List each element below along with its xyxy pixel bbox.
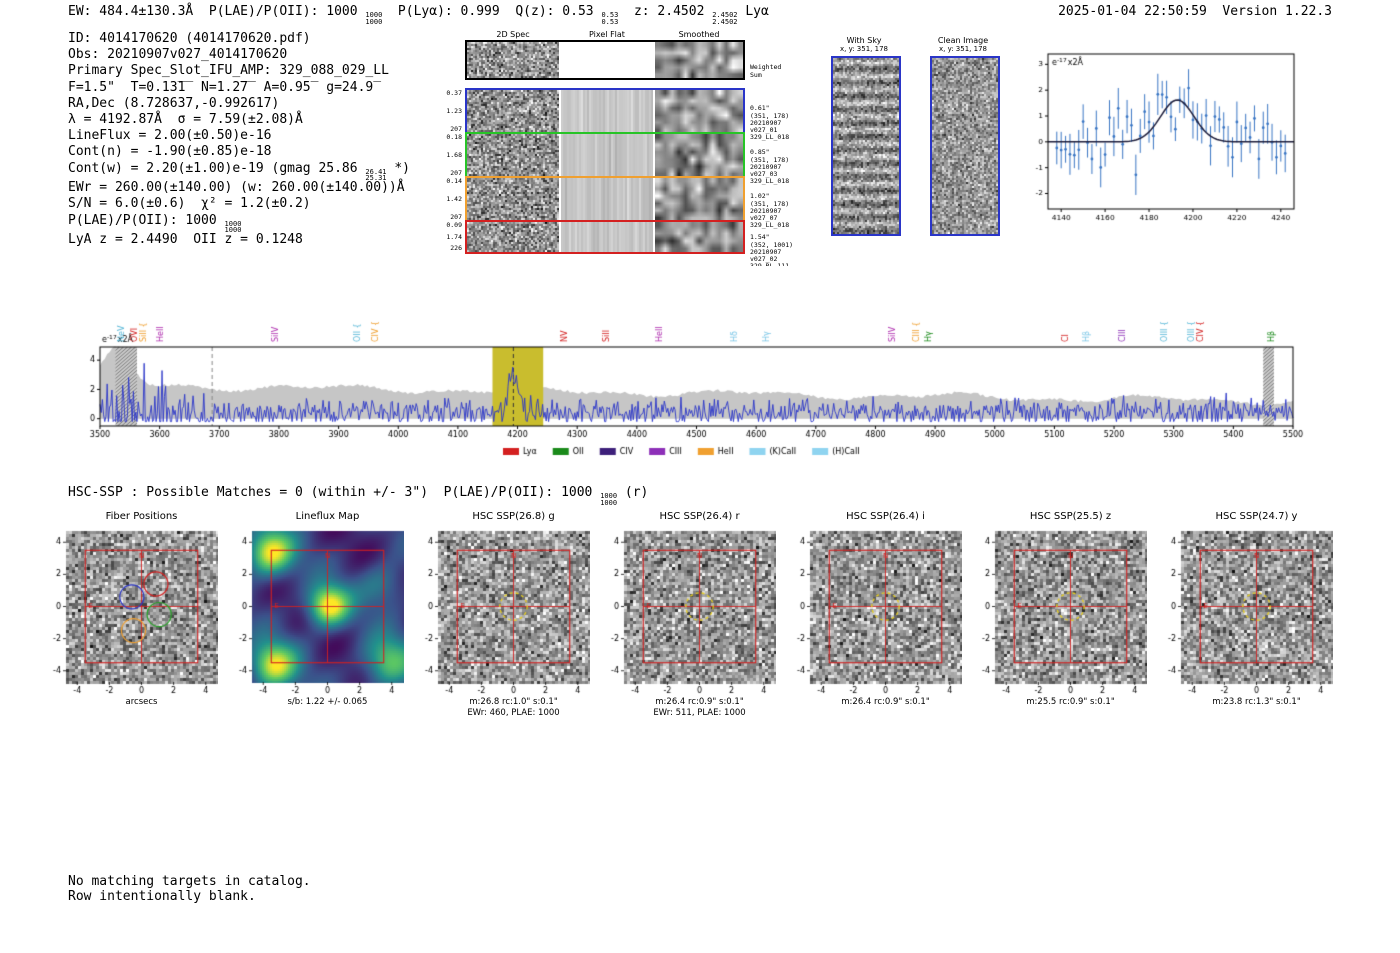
info-line-redshifts: LyA z = 2.4490 OII z = 0.1248 (68, 232, 303, 248)
with-sky-title: With Sky (846, 36, 882, 45)
spec2d-sum-2d-canvas (467, 42, 559, 78)
lineflux-caption: s/b: 1.22 +/- 0.065 (287, 697, 368, 707)
spec2d-row3-smoothed-canvas (655, 178, 743, 221)
clean-image-coords: x, y: 351, 178 (939, 45, 987, 53)
weighted-sum-label: Weighted Sum (750, 63, 782, 79)
hsc-g-cutout (412, 529, 590, 695)
lineflux-map-cutout (226, 529, 404, 695)
col-header-pixelflat: Pixel Flat (589, 30, 625, 39)
hsc-g-caption-2: EWr: 460, PLAE: 1000 (467, 708, 560, 718)
spec2d-row2-flat-canvas (561, 134, 653, 177)
spec2d-row4-smoothed-canvas (655, 222, 743, 252)
spec2d-row-1 (465, 88, 745, 135)
cutout-title-lineflux-map: Lineflux Map (295, 511, 360, 522)
clean-image (930, 56, 1000, 236)
spec2d-row1-2d-canvas (467, 90, 559, 133)
info-line-sn-chi2: S/N = 6.0(±0.6) χ² = 1.2(±0.2) (68, 196, 311, 212)
spec2d-row-sum (465, 40, 745, 80)
cutout-title-hsc-z: HSC SSP(25.5) z (1029, 511, 1112, 522)
cutout-title-hsc-y: HSC SSP(24.7) y (1215, 511, 1298, 522)
line-fit-zoom-plot (1014, 44, 1302, 239)
spec2d-row4-2d-canvas (467, 222, 559, 252)
hsc-match-summary: HSC-SSP : Possible Matches = 0 (within +… (68, 485, 649, 507)
spec2d-row3-flat-canvas (561, 178, 653, 221)
hsc-r-caption-1: m:26.4 rc:0.9" s:0.1" (655, 697, 744, 707)
spec2d-row3-meta: 1.02" (351, 178) 20210907 v027_07 329_LL_018 (750, 192, 790, 230)
footer-line-2: Row intentionally blank. (68, 889, 256, 904)
info-line-id: ID: 4014170620 (4014170620.pdf) (68, 31, 311, 46)
hsc-r-cutout (598, 529, 776, 695)
info-line-seeing: F=1.5" T=0.13̅1̅ N=1.2̅7̅ A=0.95̅ g=24.9… (68, 79, 374, 95)
col-header-2dspec: 2D Spec (496, 30, 530, 39)
hsc-r-caption-2: EWr: 511, PLAE: 1000 (653, 708, 746, 718)
full-spectrum-plot (58, 266, 1343, 471)
spec2d-row4-weights: 0.09 1.74 226 (446, 221, 462, 252)
spec2d-row-2 (465, 132, 745, 179)
spec2d-row2-smoothed-canvas (655, 134, 743, 177)
footer-line-1: No matching targets in catalog. (68, 874, 311, 889)
info-line-plae: P(LAE)/P(OII): 1000 1000 1000 (68, 212, 242, 235)
info-line-lineflux: LineFlux = 2.00(±0.50)e-16 (68, 128, 272, 144)
spec2d-row1-smoothed-canvas (655, 90, 743, 133)
col-header-smoothed: Smoothed (678, 30, 720, 39)
spec2d-row1-flat-canvas (561, 90, 653, 133)
info-block: ID: 4014170620 (4014170620.pdf) Obs: 202… (68, 31, 410, 248)
spec2d-row2-2d-canvas (467, 134, 559, 177)
info-line-ifu: Primary Spec_Slot_IFU_AMP: 329_088_029_L… (68, 63, 389, 79)
spec2d-row-4 (465, 220, 745, 254)
fiber-positions-cutout (40, 529, 218, 695)
spec2d-sum-smoothed-canvas (655, 42, 743, 78)
hsc-i-caption: m:26.4 rc:0.9" s:0.1" (841, 697, 930, 707)
hsc-y-cutout (1155, 529, 1333, 695)
spec2d-row1-meta: 0.61" (351, 178) 20210907 v027_01 329_LL_018 (750, 104, 790, 142)
spec2d-row4-flat-canvas (561, 222, 653, 252)
footer-notes: No matching targets in catalog. Row inte… (68, 874, 311, 904)
spec2d-row2-weights: 0.18 1.68 207 (446, 133, 462, 177)
fiber-positions-xlabel: arcsecs (125, 697, 158, 707)
with-sky-coords: x, y: 351, 178 (840, 45, 888, 53)
info-line-wavelength: λ = 4192.87Å σ = 7.59(±2.08)Å (68, 112, 303, 128)
spec2d-row2-meta: 0.85" (351, 178) 20210907 v027_03 329_LL_018 (750, 148, 790, 186)
with-sky-image (831, 56, 901, 236)
cutout-title-hsc-i: HSC SSP(26.4) i (846, 511, 925, 522)
info-line-cont-w: Cont(w) = 2.20(±1.00)e-19 (gmag 25.86 26… (68, 160, 410, 183)
hsc-z-cutout (969, 529, 1147, 695)
spec2d-row3-2d-canvas (467, 178, 559, 221)
spec2d-row1-weights: 0.37 1.23 207 (446, 89, 462, 133)
info-line-radec: RA,Dec (8.728637,-0.992617) (68, 95, 280, 111)
spec2d-row3-weights: 0.14 1.42 207 (446, 177, 462, 221)
hsc-z-caption: m:25.5 rc:0.9" s:0.1" (1026, 697, 1115, 707)
cutout-title-fiber-positions: Fiber Positions (105, 511, 178, 522)
cutout-title-hsc-r: HSC SSP(26.4) r (659, 511, 740, 522)
info-line-obs: Obs: 20210907v027_4014170620 (68, 47, 288, 63)
hsc-g-caption-1: m:26.8 rc:1.0" s:0.1" (469, 697, 558, 707)
header-summary: EW: 484.4±130.3Å P(LAE)/P(OII): 1000 100… (68, 4, 769, 26)
hsc-y-caption: m:23.8 rc:1.3" s:0.1" (1212, 697, 1301, 707)
info-line-ewr: EWr = 260.00(±140.00) (w: 260.00(±140.00… (68, 180, 405, 196)
cutout-title-hsc-g: HSC SSP(26.8) g (472, 511, 555, 522)
info-line-cont-n: Cont(n) = -1.90(±0.85)e-18 (68, 144, 272, 160)
hsc-i-cutout (784, 529, 962, 695)
spec2d-row-3 (465, 176, 745, 223)
timestamp-version: 2025-01-04 22:50:59 Version 1.22.3 (1058, 4, 1332, 19)
clean-image-title: Clean Image (937, 36, 989, 45)
